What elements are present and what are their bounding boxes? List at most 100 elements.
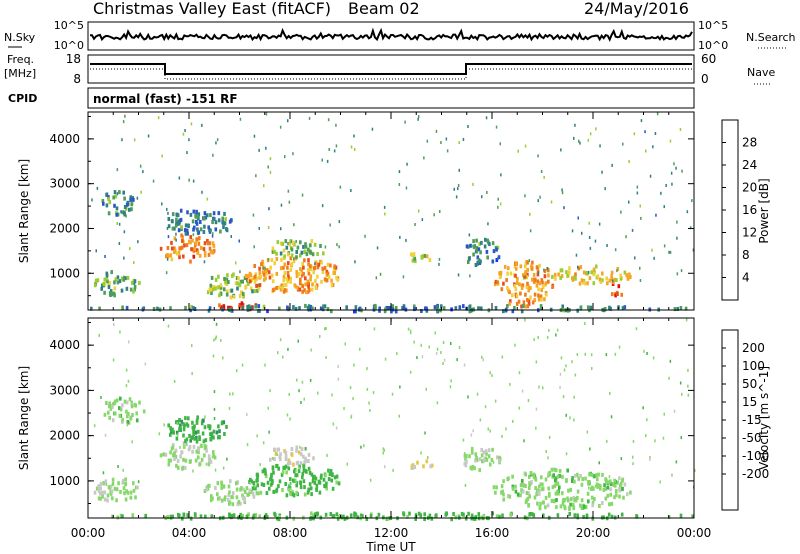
nsearch-tick-lo: 10^0 [698,39,728,52]
data-cell [113,486,117,491]
data-cell [527,301,531,306]
data-cell [673,409,676,413]
data-cell [309,378,312,382]
data-cell [112,291,116,296]
data-cell [670,171,673,175]
data-cell [265,112,268,116]
data-cell [408,511,411,516]
data-cell [113,203,116,208]
data-cell [569,497,573,502]
data-cell [223,432,226,436]
data-cell [230,288,234,293]
data-cell [595,473,598,478]
data-cell [420,309,423,313]
data-cell [536,501,539,506]
data-cell [478,457,482,462]
power-ylabel: Slant Range [km] [17,159,31,263]
data-cell [192,209,196,214]
data-cell [388,306,391,310]
data-cell [596,274,600,279]
data-cell [182,132,185,136]
data-cell [281,470,285,474]
data-cell [533,338,535,342]
data-cell [129,495,133,500]
data-cell [225,228,229,233]
data-cell [423,517,426,522]
data-cell [566,496,569,501]
data-cell [581,280,585,285]
data-cell [495,247,498,252]
data-cell [518,282,521,287]
data-cell [531,260,534,265]
data-cell [272,470,275,475]
data-cell [673,307,677,312]
data-cell [589,487,593,491]
data-cell [257,286,261,291]
data-cell [319,335,321,338]
data-cell [132,481,135,486]
data-cell [489,429,491,433]
data-cell [649,456,651,459]
data-cell [123,275,125,279]
data-cell [239,117,242,121]
data-cell [302,265,305,270]
data-cell [156,306,159,311]
data-cell [413,465,417,469]
data-cell [298,287,302,292]
data-cell [591,516,595,521]
data-cell [189,240,192,245]
data-cell [569,502,572,507]
data-cell [608,502,611,507]
data-cell [180,419,184,424]
data-cell [316,511,319,516]
data-cell [110,270,113,275]
data-cell [528,474,531,479]
data-cell [382,515,385,520]
data-cell [492,485,496,490]
data-cell [179,454,182,459]
data-cell [125,305,129,310]
y-tick-label: 1000 [49,474,80,488]
data-cell [313,480,317,485]
data-cell [279,287,283,292]
data-cell [483,244,487,249]
data-cell [93,283,97,288]
data-cell [256,288,259,293]
data-cell [430,463,434,468]
data-cell [627,276,630,281]
data-cell [575,253,578,257]
data-cell [247,512,250,517]
data-cell [182,254,185,259]
data-cell [539,294,543,299]
data-cell [212,450,215,455]
data-cell [213,455,217,460]
data-cell [694,469,696,473]
data-cell [419,513,423,518]
data-cell [457,187,459,191]
data-cell [612,482,615,487]
data-cell [489,462,492,467]
data-cell [214,220,218,225]
data-cell [354,305,358,310]
data-cell [608,278,612,283]
data-cell [277,484,280,489]
data-cell [691,514,694,519]
data-cell [121,419,124,424]
data-cell [280,283,284,288]
data-cell [526,304,530,309]
data-cell [603,307,607,312]
data-cell [258,270,262,275]
velocity-data-layer [93,318,696,522]
data-cell [594,264,598,269]
data-cell [511,293,514,298]
data-cell [590,472,594,477]
data-cell [620,457,623,461]
data-cell [684,306,688,311]
power-colorbar-label: Power [dB] [757,178,771,243]
data-cell [611,279,614,283]
data-cell [135,411,138,416]
data-cell [371,127,374,131]
data-cell [279,251,283,256]
data-cell [563,497,566,502]
data-cell [258,308,261,313]
